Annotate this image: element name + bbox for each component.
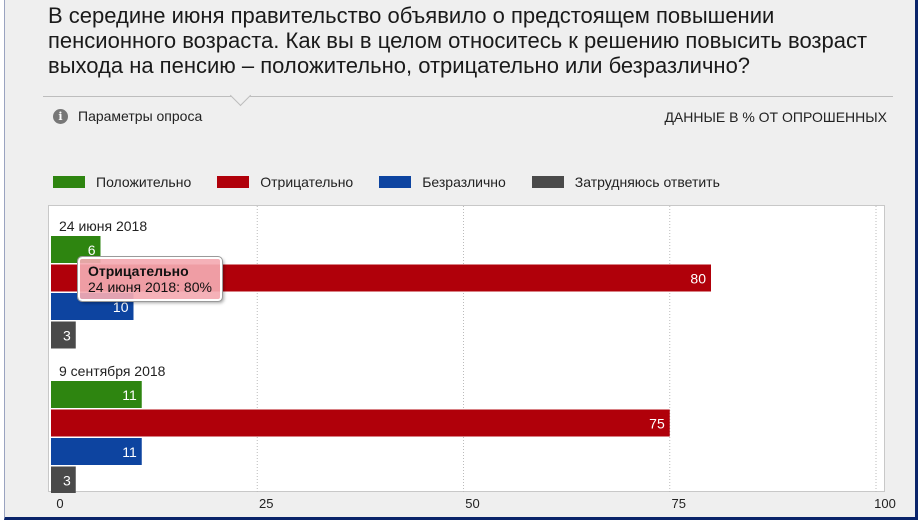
legend-label: Отрицательно (260, 174, 354, 190)
x-axis-labels: 0 25 50 75 100 (48, 496, 895, 514)
bar-chart: 24 июня 2018 6 80 10 3 9 сентября 2018 11 75 11 3 (48, 205, 885, 494)
x-tick-label: 100 (874, 496, 896, 511)
legend-label: Безразлично (422, 174, 506, 190)
bar[interactable] (51, 321, 76, 349)
bar-value-label: 3 (63, 328, 71, 344)
header-notch (229, 84, 252, 107)
x-tick-label: 25 (259, 496, 274, 511)
legend-swatch (531, 176, 564, 188)
bar-value-label: 6 (88, 242, 96, 258)
bar-value-label: 3 (63, 473, 71, 489)
legend-label: Положительно (96, 174, 192, 190)
bar[interactable] (51, 409, 670, 437)
survey-params-link[interactable]: i Параметры опроса (53, 108, 202, 124)
x-tick-label: 50 (465, 496, 480, 511)
bar[interactable] (51, 438, 142, 465)
bar-value-label: 11 (122, 444, 137, 460)
bar[interactable] (51, 466, 76, 494)
x-tick-label: 75 (671, 496, 686, 511)
bar-chart-svg: 24 июня 2018 6 80 10 3 9 сентября 2018 11 75 11 3 (51, 206, 877, 494)
legend-swatch (217, 176, 250, 188)
bar[interactable] (51, 381, 142, 408)
bar-value-label: 10 (113, 299, 129, 315)
bar-value-label: 11 (122, 387, 137, 403)
bar-value-label: 80 (690, 271, 706, 287)
survey-params-label[interactable]: Параметры опроса (78, 108, 203, 124)
category-label: 24 июня 2018 (59, 218, 147, 234)
tooltip-series: Отрицательно (88, 263, 189, 279)
legend: Положительно Отрицательно Безразлично Затру… (53, 174, 746, 190)
legend-swatch (53, 176, 85, 188)
units-label: ДАННЫЕ В % ОТ ОПРОШЕННЫХ (664, 109, 887, 125)
category-label: 9 сентября 2018 (59, 363, 166, 379)
legend-item-3[interactable]: Безразлично (379, 174, 506, 190)
legend-item-2[interactable]: Отрицательно (217, 174, 353, 190)
info-icon[interactable]: i (53, 108, 68, 124)
bar-value-label: 75 (649, 416, 665, 432)
chart-title: В середине июня правительство объявило о… (48, 3, 868, 78)
header-divider (43, 96, 893, 97)
tooltip-value: 24 июня 2018: 80% (88, 279, 212, 295)
legend-label: Затрудняюсь ответить (574, 174, 720, 190)
legend-item-1[interactable]: Положительно (53, 174, 191, 190)
x-tick-label: 0 (56, 496, 64, 511)
legend-swatch (379, 176, 412, 188)
bar-tooltip: Отрицательно 24 июня 2018: 80% (77, 256, 223, 302)
legend-item-4[interactable]: Затрудняюсь ответить (531, 174, 720, 190)
